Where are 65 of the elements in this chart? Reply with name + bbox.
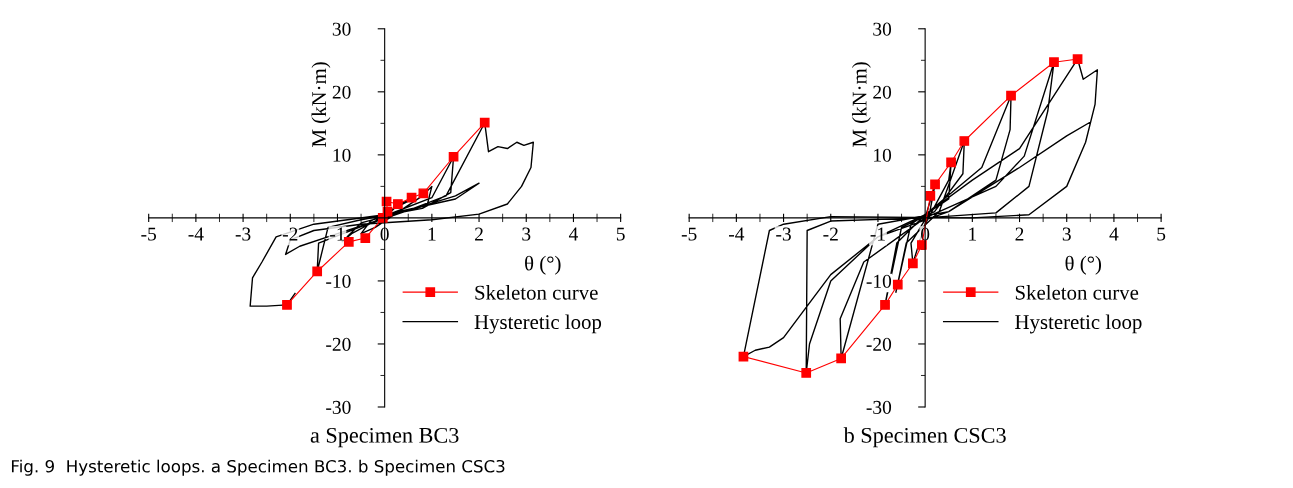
y-tick-label: -30 [866, 400, 892, 414]
y-tick-label: -20 [326, 337, 351, 351]
point [418, 188, 429, 199]
x-axis-title: θ (°) [525, 255, 561, 275]
x-tick-label: 5 [616, 227, 625, 241]
x-tick-label: -4 [188, 227, 204, 241]
point [1072, 54, 1083, 64]
y-tick-label: -10 [866, 274, 892, 288]
x-tick-label: 1 [428, 227, 436, 241]
x-tick-label: 2 [1015, 227, 1024, 241]
point [801, 368, 812, 378]
point [393, 199, 403, 209]
point [946, 157, 956, 168]
x-tick-label: -5 [681, 227, 697, 241]
x-tick-label: -3 [776, 227, 791, 241]
x-tick-label: 2 [475, 227, 483, 241]
caption: Fig. 9 Hysteretic loops. a Specimen BC3. b Specimen CSC3 [11, 459, 505, 476]
y-tick-label: 20 [873, 85, 892, 99]
point [479, 117, 490, 128]
x-tick-label: -1 [330, 227, 345, 241]
point [836, 353, 846, 364]
y-tick-label: 20 [332, 85, 351, 99]
y-tick-label: 30 [873, 22, 892, 36]
x-axis-title: θ (°) [1065, 255, 1102, 275]
y-axis-title: M (kN·m) [311, 62, 331, 147]
text: b Specimen CSC3 [843, 427, 1006, 448]
point [925, 190, 936, 201]
x-tick-label: -2 [823, 227, 838, 241]
y-tick-label: 10 [874, 148, 892, 162]
x-tick-label: 5 [1157, 227, 1166, 241]
x-tick-label: -3 [235, 227, 251, 241]
legend-label: Skeleton curve [1015, 285, 1139, 300]
x-tick-label: 3 [1062, 227, 1071, 241]
legend-label: Hysteretic loop [474, 314, 602, 334]
x-tick-label: 1 [969, 227, 977, 241]
point [908, 258, 918, 269]
x-tick-label: 3 [522, 227, 531, 241]
point [959, 136, 970, 146]
x-tick-label: -1 [870, 227, 885, 241]
x-tick-label: -5 [141, 227, 157, 241]
y-tick-label: -30 [326, 400, 351, 414]
point [282, 300, 292, 310]
y-tick-label: -20 [866, 337, 892, 351]
y-tick-label: -10 [326, 274, 351, 288]
point [930, 179, 940, 190]
x-tick-label: -2 [282, 227, 298, 241]
point [360, 233, 371, 243]
point [880, 300, 890, 310]
point [406, 192, 417, 203]
point [343, 236, 354, 247]
point [1006, 90, 1016, 101]
x-tick-label: 4 [1109, 227, 1119, 241]
text: a Specimen BC3 [310, 427, 459, 448]
point [312, 266, 323, 277]
legend-label: Skeleton curve [475, 285, 598, 300]
legend-label: Hysteretic loop [1015, 314, 1142, 334]
x-tick-label: 4 [568, 227, 578, 241]
point [448, 151, 459, 162]
y-tick-label: 10 [333, 148, 351, 162]
point [916, 240, 927, 250]
point [892, 279, 903, 290]
y-axis-title: M (kN·m) [851, 62, 871, 147]
x-tick-label: -4 [728, 227, 745, 241]
point [1049, 57, 1059, 68]
y-tick-label: 30 [332, 22, 351, 36]
